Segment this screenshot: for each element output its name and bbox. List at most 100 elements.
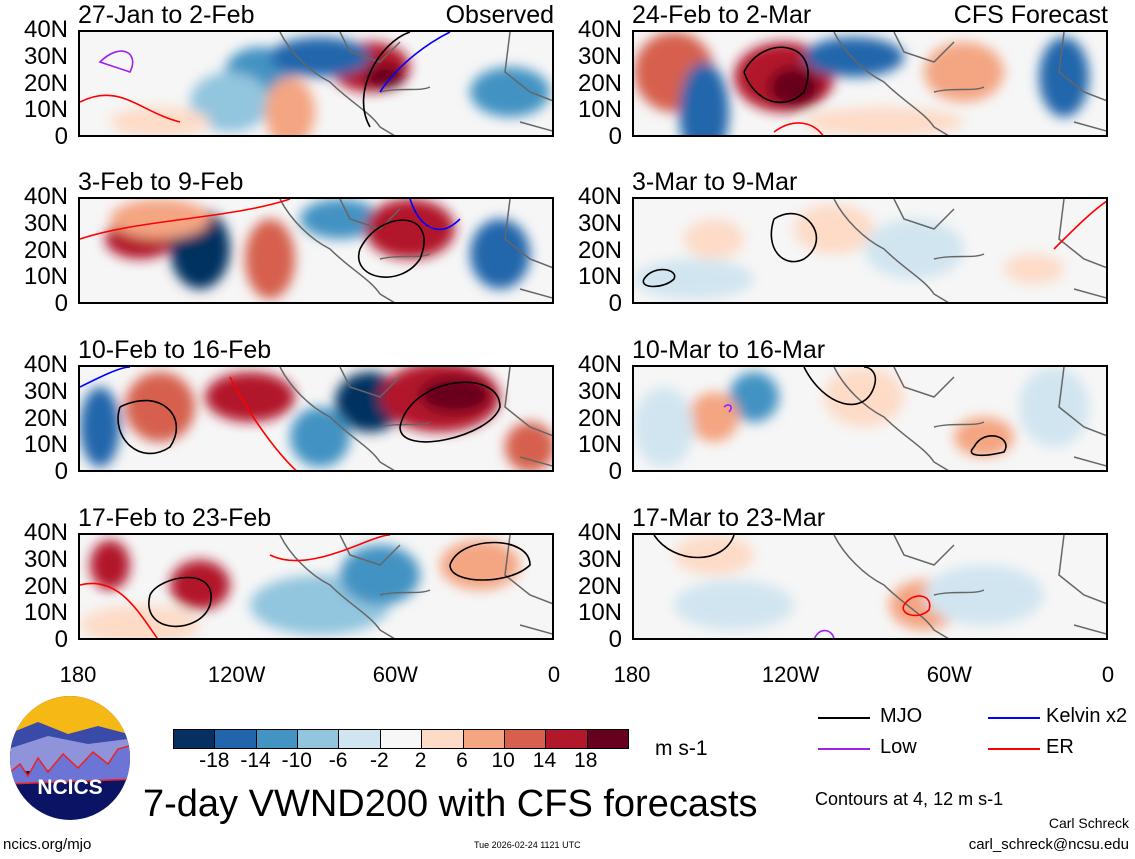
colorbar-label: -10 [281,749,312,772]
coastline [279,367,552,470]
colorbar-label: 18 [574,749,598,772]
colorbar-swatch [463,730,505,748]
author-email[interactable]: carl_schreck@ncsu.edu [968,836,1129,853]
legend-kelvin-line [988,717,1040,719]
panel-source-label: CFS Forecast [953,1,1108,29]
contour-line [357,219,425,278]
legend-mjo-line [818,717,870,719]
main-title: 7-day VWND200 with CFS forecasts [143,783,758,825]
anomaly-shading [470,67,550,117]
x-tick-label: 180 [59,662,97,687]
anomaly-shading [420,377,490,413]
anomaly-shading [634,387,694,467]
y-tick-label: 0 [608,290,622,317]
anomaly-shading [340,545,420,605]
footer-url[interactable]: ncics.org/mjo [3,836,92,853]
coastline [833,199,1106,302]
panel-title: 10-Feb to 16-Feb [78,336,272,364]
contour-line [409,199,461,231]
legend-er-label: ER [1046,736,1074,758]
anomaly-shading [674,580,794,630]
contour-line [653,535,735,559]
anomaly-shading [804,107,964,135]
anomaly-shading [365,199,455,259]
y-tick-label: 10N [577,599,622,627]
contour-line [98,50,134,73]
y-tick-label: 20N [577,69,622,97]
y-tick-label: 10N [23,599,68,627]
y-tick-label: 0 [54,290,68,317]
anomaly-shading [1039,37,1089,117]
legend-er-line [988,748,1040,750]
anomaly-shading [365,65,405,89]
x-tick-label: 60W [372,662,418,687]
y-tick-label: 40N [577,519,622,546]
panel-source-label: Observed [445,1,554,29]
y-tick-label: 10N [577,263,622,291]
panel-title: 27-Jan to 2-Feb [78,1,255,29]
anomaly-shading [205,372,295,422]
contour-line [362,32,411,128]
y-tick-label: 20N [577,404,622,432]
y-tick-label: 10N [23,431,68,459]
y-tick-label: 30N [23,209,68,237]
anomaly-shading [290,407,350,467]
contour-line [723,404,732,413]
y-tick-label: 40N [577,351,622,378]
coastline [833,535,1106,638]
y-tick-label: 40N [577,183,622,210]
colorbar [173,729,629,749]
y-tick-label: 10N [23,96,68,124]
colorbar-label: -6 [328,749,348,772]
anomaly-shading [684,219,744,259]
colorbar-label: 6 [456,749,468,772]
anomaly-shading [505,422,552,470]
anomaly-shading [634,259,754,299]
colorbar-swatch [298,730,340,748]
contour-line [399,381,501,443]
anomaly-shading [110,199,210,239]
vwnd-map-panel [78,197,554,304]
colorbar-label: 10 [491,749,515,772]
contour-line [743,46,809,104]
anomaly-shading [924,42,1004,102]
y-tick-label: 0 [54,626,68,653]
y-tick-label: 20N [23,69,68,97]
colorbar-swatch [339,730,381,748]
colorbar-swatch [504,730,547,748]
colorbar-label: -18 [199,749,230,772]
contour-line [269,535,391,562]
x-tick-label: 120W [761,662,820,687]
vwnd-map-panel [78,533,554,640]
anomaly-shading [270,37,370,77]
anomaly-shading [794,204,874,254]
contour-line [148,576,212,628]
anomaly-shading [245,219,295,299]
anomaly-shading [804,37,904,77]
author: Carl Schreck [1048,815,1129,831]
contour-line [379,32,451,93]
x-tick-label: 0 [547,662,561,687]
panel-title: 10-Mar to 16-Mar [632,336,826,364]
y-tick-label: 40N [23,183,68,210]
contour-line [970,435,1007,457]
contour-line [814,629,835,638]
anomaly-shading [110,107,210,135]
y-tick-label: 0 [608,123,622,150]
coastline [279,32,552,135]
contour-line [80,367,131,388]
legend-low-line [818,748,870,750]
panel-title: 17-Mar to 23-Mar [632,504,826,532]
colorbar-units: m s-1 [655,737,708,760]
legend-mjo-label: MJO [880,705,923,727]
coastline [833,32,1106,135]
y-tick-label: 0 [608,458,622,485]
colorbar-swatch [380,730,423,748]
anomaly-shading [265,77,315,135]
anomaly-shading [1004,254,1064,284]
y-tick-label: 40N [23,519,68,546]
anomaly-shading [729,372,779,422]
x-tick-label: 120W [207,662,266,687]
anomaly-shading [689,392,739,442]
colorbar-label: 2 [414,749,427,772]
